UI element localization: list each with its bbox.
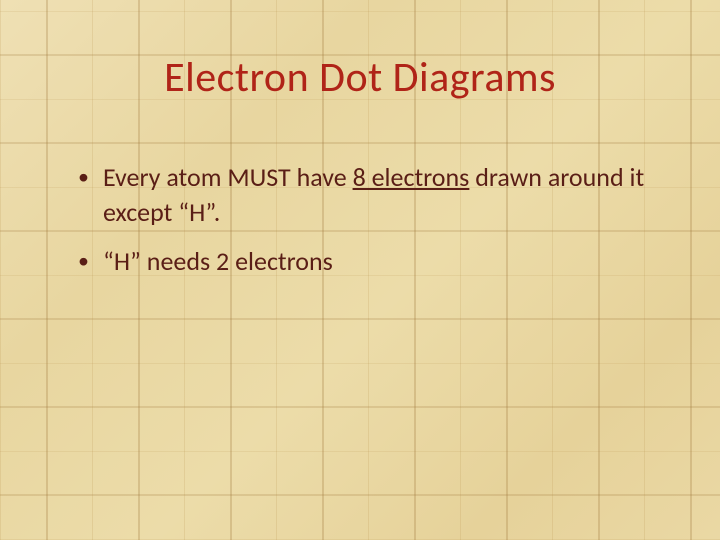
bullet-dot-icon: • bbox=[78, 246, 89, 276]
bullet-item: • “H” needs 2 electrons bbox=[78, 244, 650, 279]
bullet-underlined: 8 electrons bbox=[353, 161, 470, 193]
slide: Electron Dot Diagrams • Every atom MUST … bbox=[0, 0, 720, 540]
bullet-text: Every atom MUST have 8 electrons drawn a… bbox=[103, 160, 650, 230]
bullet-item: • Every atom MUST have 8 electrons drawn… bbox=[78, 160, 650, 230]
bullet-segment: Every atom MUST have bbox=[103, 161, 353, 193]
bullet-text: “H” needs 2 electrons bbox=[103, 244, 650, 279]
slide-title: Electron Dot Diagrams bbox=[0, 52, 720, 103]
slide-body: • Every atom MUST have 8 electrons drawn… bbox=[78, 160, 650, 293]
bullet-dot-icon: • bbox=[78, 162, 89, 192]
bullet-segment: “H” needs 2 electrons bbox=[103, 245, 333, 277]
